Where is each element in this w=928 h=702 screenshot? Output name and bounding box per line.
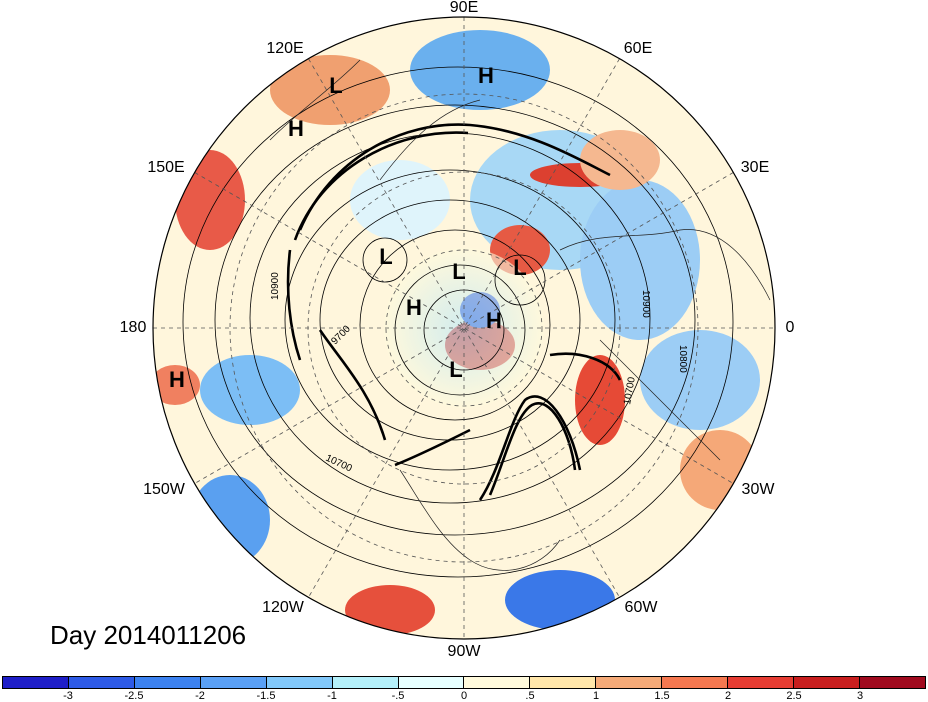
colorbar-tick-label: 0 xyxy=(460,690,468,702)
contour-label: 10700 xyxy=(622,376,638,406)
colorbar-tick-label: -2.5 xyxy=(124,690,144,702)
lon-label-120e: 120E xyxy=(266,40,304,57)
colorbar-segment xyxy=(662,677,729,688)
lon-label-150w: 150W xyxy=(143,481,185,498)
contour-label: 10900 xyxy=(640,290,651,318)
lon-label-90e: 90E xyxy=(449,0,479,16)
colorbar-segment xyxy=(200,677,267,688)
colorbar-tick-label: 1.5 xyxy=(654,690,670,702)
colorbar-segment xyxy=(464,677,531,688)
day-title: Day 2014011206 xyxy=(50,620,247,650)
colorbar-segment xyxy=(332,677,399,688)
colorbar-tick-label: -3 xyxy=(63,690,73,702)
colorbar-tick-label: -2 xyxy=(195,690,205,702)
anomaly-field xyxy=(153,17,775,639)
high-pressure-marker: H xyxy=(478,63,494,88)
low-pressure-marker: L xyxy=(449,357,463,382)
low-pressure-marker: L xyxy=(329,73,343,98)
graticule xyxy=(153,17,775,639)
colorbar-segment xyxy=(530,677,597,688)
colorbar-segment xyxy=(3,677,69,688)
colorbar-tick-label: 2 xyxy=(724,690,732,702)
colorbar xyxy=(2,676,926,689)
colorbar-segment xyxy=(398,677,465,688)
colorbar-tick-label: .5 xyxy=(525,690,535,702)
lon-label-90w: 90W xyxy=(447,643,481,660)
lon-label-0: 0 xyxy=(785,319,795,336)
map-boundary xyxy=(152,16,776,640)
lon-label-120w: 120W xyxy=(262,599,304,616)
colorbar-tick-label: -1 xyxy=(327,690,337,702)
colorbar-tick-label: -1.5 xyxy=(256,690,276,702)
high-pressure-marker: H xyxy=(486,308,502,333)
colorbar-segment xyxy=(728,677,795,688)
lon-label-30e: 30E xyxy=(740,159,770,176)
high-pressure-marker: H xyxy=(169,367,185,392)
low-pressure-marker: L xyxy=(513,255,527,280)
colorbar-tick-label: 3 xyxy=(856,690,864,702)
high-pressure-marker: H xyxy=(406,295,422,320)
contour-label: 10800 xyxy=(677,345,688,373)
colorbar-segment xyxy=(794,677,860,688)
contour-label: 10900 xyxy=(270,272,281,300)
lon-label-180: 180 xyxy=(119,319,147,336)
lon-label-150e: 150E xyxy=(147,159,185,176)
colorbar-segment xyxy=(596,677,663,688)
colorbar-tick-label: -.5 xyxy=(391,690,405,702)
high-pressure-marker: H xyxy=(288,116,304,141)
lon-label-60w: 60W xyxy=(624,599,658,616)
colorbar-segment xyxy=(859,677,925,688)
colorbar-tick-label: 1 xyxy=(592,690,600,702)
colorbar-tick-label: 2.5 xyxy=(786,690,802,702)
colorbar-segment xyxy=(266,677,333,688)
low-pressure-marker: L xyxy=(379,244,393,269)
lon-label-30w: 30W xyxy=(741,481,775,498)
colorbar-segment xyxy=(68,677,135,688)
colorbar-segment xyxy=(134,677,201,688)
lon-label-60e: 60E xyxy=(623,40,653,57)
low-pressure-marker: L xyxy=(452,259,466,284)
